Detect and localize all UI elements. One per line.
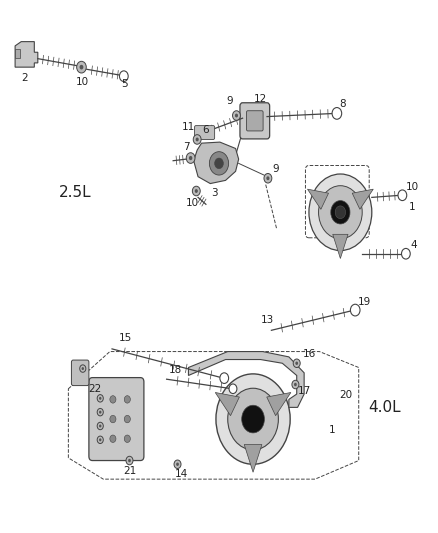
Circle shape (97, 422, 103, 430)
Circle shape (228, 388, 279, 450)
Circle shape (99, 424, 102, 427)
Circle shape (80, 365, 86, 372)
Circle shape (99, 410, 102, 414)
Text: 19: 19 (357, 297, 371, 307)
Text: 12: 12 (254, 93, 267, 103)
Circle shape (216, 374, 290, 464)
Text: 2.5L: 2.5L (59, 184, 91, 199)
Circle shape (97, 436, 103, 443)
Circle shape (124, 395, 131, 403)
Circle shape (99, 397, 102, 400)
Text: 16: 16 (303, 349, 316, 359)
Circle shape (266, 176, 269, 180)
Text: 11: 11 (182, 122, 195, 132)
Text: 10: 10 (185, 198, 198, 208)
Text: 20: 20 (339, 390, 352, 400)
Circle shape (192, 186, 200, 196)
Circle shape (174, 460, 181, 469)
Text: 1: 1 (329, 425, 336, 435)
Circle shape (242, 405, 265, 433)
Text: 7: 7 (183, 142, 190, 152)
Polygon shape (244, 445, 262, 472)
Circle shape (229, 384, 237, 393)
Polygon shape (215, 392, 239, 416)
Text: 14: 14 (175, 469, 188, 479)
Text: 10: 10 (406, 182, 419, 192)
Text: 18: 18 (169, 365, 182, 375)
Circle shape (80, 65, 83, 69)
Circle shape (209, 152, 229, 175)
Circle shape (97, 408, 103, 416)
Circle shape (398, 190, 407, 200)
Text: 13: 13 (261, 314, 274, 325)
Polygon shape (188, 352, 304, 407)
Circle shape (110, 395, 116, 403)
Circle shape (189, 156, 192, 160)
Circle shape (77, 61, 86, 73)
Text: 4: 4 (410, 240, 417, 250)
Circle shape (402, 248, 410, 259)
Circle shape (331, 200, 350, 224)
Text: 2: 2 (21, 73, 28, 83)
Circle shape (176, 463, 179, 466)
Text: 8: 8 (339, 99, 346, 109)
Text: 9: 9 (226, 95, 233, 106)
Text: 15: 15 (119, 333, 132, 343)
Circle shape (318, 185, 362, 239)
Polygon shape (352, 189, 373, 209)
FancyBboxPatch shape (71, 360, 89, 385)
Circle shape (196, 138, 199, 141)
Text: 4.0L: 4.0L (369, 400, 401, 415)
Polygon shape (307, 189, 328, 209)
Text: 21: 21 (123, 466, 136, 475)
Circle shape (126, 456, 133, 465)
Circle shape (110, 415, 116, 423)
Text: 10: 10 (76, 77, 89, 87)
Text: 9: 9 (272, 164, 279, 174)
FancyBboxPatch shape (247, 111, 263, 131)
Circle shape (120, 71, 128, 82)
Text: 22: 22 (88, 384, 101, 394)
Text: 5: 5 (121, 79, 127, 89)
Circle shape (309, 174, 372, 251)
Text: 1: 1 (409, 202, 416, 212)
Circle shape (81, 367, 84, 370)
Circle shape (335, 206, 346, 219)
Circle shape (110, 435, 116, 442)
Circle shape (235, 114, 238, 117)
FancyBboxPatch shape (240, 103, 270, 139)
Polygon shape (267, 392, 291, 416)
Circle shape (195, 189, 198, 193)
Circle shape (295, 361, 298, 365)
Text: 17: 17 (297, 386, 311, 396)
Text: 6: 6 (203, 125, 209, 135)
Circle shape (124, 415, 131, 423)
Circle shape (215, 158, 223, 168)
Polygon shape (333, 235, 348, 259)
Polygon shape (194, 142, 239, 183)
Polygon shape (15, 42, 38, 67)
Circle shape (332, 108, 342, 119)
Circle shape (99, 438, 102, 441)
Bar (15, 49, 20, 58)
Circle shape (97, 394, 103, 402)
Circle shape (350, 304, 360, 316)
Circle shape (292, 380, 299, 389)
Circle shape (220, 373, 229, 383)
Circle shape (124, 435, 131, 442)
Circle shape (264, 173, 272, 183)
Text: 3: 3 (211, 188, 218, 198)
Circle shape (294, 383, 297, 386)
FancyBboxPatch shape (194, 126, 215, 140)
Circle shape (186, 153, 195, 164)
Circle shape (233, 111, 240, 120)
Circle shape (193, 135, 201, 144)
Circle shape (293, 359, 300, 368)
FancyBboxPatch shape (89, 377, 144, 461)
Circle shape (128, 459, 131, 462)
